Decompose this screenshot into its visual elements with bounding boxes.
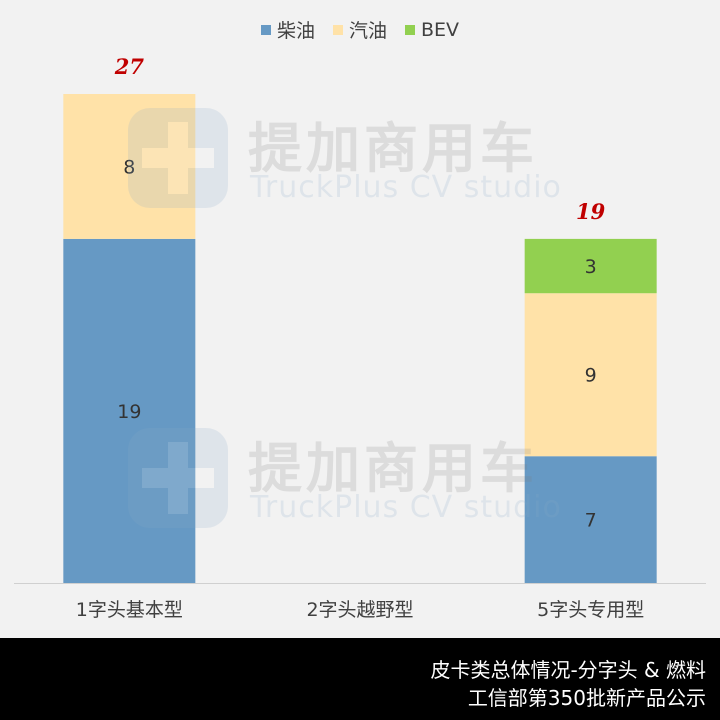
stacked-bar-chart: 19 8 27 1字头基本型 2字头越野型 7 9 3 19 5字头专用型 [14, 54, 706, 621]
legend-label: 汽油 [348, 20, 387, 42]
bar-value-label: 8 [123, 156, 135, 178]
bar-value-label: 7 [585, 510, 597, 532]
legend-swatch [332, 24, 343, 35]
bar-total-label: 27 [114, 54, 145, 79]
bar-total-label: 19 [576, 199, 606, 224]
legend-label: 柴油 [276, 20, 315, 42]
bar-segment [63, 94, 196, 239]
bar-segment [524, 456, 657, 583]
bar-segment [63, 238, 196, 583]
bar-segment [524, 293, 657, 457]
bar-value-label: 19 [117, 401, 141, 423]
legend: 柴油 汽油 BEV [0, 16, 720, 43]
legend-swatch [260, 24, 271, 35]
legend-item: 柴油 [260, 16, 315, 43]
category-label: 2字头越野型 [306, 599, 413, 621]
legend-item: BEV [404, 16, 460, 43]
bar-segment [524, 238, 657, 294]
legend-swatch [404, 24, 415, 35]
chart-area: 柴油 汽油 BEV 19 8 27 1字头基本型 2字头越野型 7 9 3 19 5字头专用型 提加商… [0, 16, 720, 621]
legend-item: 汽油 [332, 16, 387, 43]
footer-banner: 皮卡类总体情况-分字头 & 燃料 工信部第350批新产品公示 [0, 638, 720, 720]
category-label: 1字头基本型 [76, 599, 183, 621]
category-label: 5字头专用型 [537, 599, 644, 621]
footer-title: 皮卡类总体情况-分字头 & 燃料 [430, 658, 706, 682]
bar-value-label: 9 [585, 365, 597, 387]
legend-label: BEV [420, 18, 460, 41]
footer-subtitle: 工信部第350批新产品公示 [467, 686, 706, 710]
bar-value-label: 3 [585, 256, 597, 278]
